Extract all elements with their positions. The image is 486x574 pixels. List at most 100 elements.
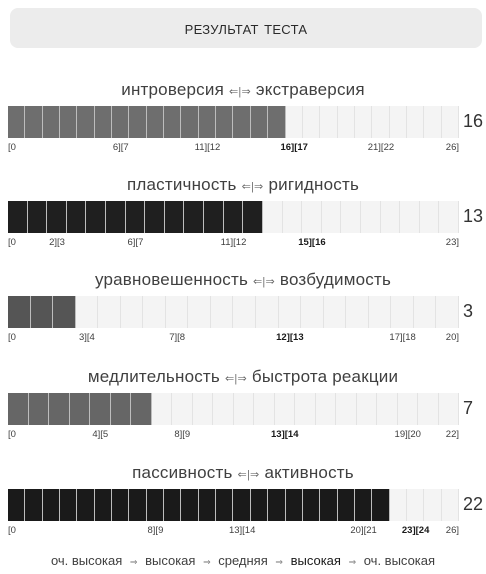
bar-segment-empty <box>120 296 144 328</box>
tick-label: 19][20 <box>394 429 421 440</box>
bar-segment-filled <box>302 489 321 521</box>
bar-segment-filled <box>198 489 217 521</box>
tick-label: 6][7 <box>127 237 144 248</box>
tick-label: 8][9 <box>174 429 191 440</box>
bar-segment-filled <box>77 489 95 521</box>
tick-label: 6][7 <box>112 142 129 153</box>
bar-segment-filled <box>181 106 199 138</box>
bar-segment-empty <box>439 201 460 233</box>
scale-right-label: возбудимость <box>279 270 392 289</box>
bar-segment-empty <box>418 393 439 425</box>
bar-segment-filled <box>60 489 78 521</box>
bar-segment-filled <box>268 106 286 138</box>
bar-segment-empty <box>406 489 425 521</box>
legend-arrow-4: ⇒ <box>348 557 357 567</box>
tick-label: 26] <box>445 525 459 536</box>
bar-segment-empty <box>341 201 361 233</box>
scale-right-label: быстрота реакции <box>251 367 399 386</box>
bar-segment-filled <box>216 106 234 138</box>
bar-segment-filled <box>66 201 87 233</box>
bar-segment-filled <box>129 106 147 138</box>
scale-divider-arrows-icon: ⇐|⇒ <box>228 86 251 98</box>
bar-segment-filled <box>250 489 269 521</box>
bar-segment-empty <box>192 393 213 425</box>
bar-segment-empty <box>380 201 401 233</box>
bar-segment-empty <box>389 489 407 521</box>
tick-label: 22] <box>445 429 459 440</box>
bar-segment-empty <box>262 201 283 233</box>
legend-level-1: оч. высокая <box>50 553 123 568</box>
bar-segment-empty <box>413 296 437 328</box>
scale-bar-2 <box>8 201 460 233</box>
tick-label: 26] <box>445 142 459 153</box>
scale-score: 16 <box>463 111 484 131</box>
tick-label: 16][17 <box>280 142 308 153</box>
bar-segment-empty <box>143 296 166 328</box>
bar-segment-filled <box>198 106 217 138</box>
tick-label: 11][12 <box>220 237 247 248</box>
bar-segment-empty <box>233 393 254 425</box>
bar-segment-empty <box>391 296 414 328</box>
bar-segment-empty <box>436 296 459 328</box>
scale-title-1: интроверсия ⇐|⇒ экстраверсия <box>0 80 486 100</box>
bar-segment-empty <box>320 106 338 138</box>
bar-segment-filled <box>337 489 355 521</box>
bar-segment-empty <box>346 296 369 328</box>
bar-segment-empty <box>98 296 121 328</box>
tick-label: [0 <box>8 237 16 248</box>
tick-label: 13][14 <box>271 429 299 440</box>
scale-score: 22 <box>463 494 484 514</box>
bar-segment-empty <box>441 106 459 138</box>
bar-segment-filled <box>216 489 234 521</box>
bar-segment-filled <box>164 489 182 521</box>
tick-label: 23] <box>445 237 459 248</box>
bar-segment-empty <box>419 201 440 233</box>
bar-segment-empty <box>377 393 398 425</box>
scale-left-label: пластичность <box>126 175 237 194</box>
scale-divider-arrows-icon: ⇐|⇒ <box>237 469 260 481</box>
bar-segment-filled <box>30 296 54 328</box>
bar-segment-filled <box>47 201 67 233</box>
scale-left-label: уравновешенность <box>94 270 249 289</box>
bar-segment-filled <box>233 489 251 521</box>
bar-segment-empty <box>278 296 302 328</box>
level-legend: оч. высокая ⇒ высокая ⇒ средняя ⇒ высока… <box>0 553 486 568</box>
scale-ticks-2: [0 2][3 6][7 11][12 15][16 23] <box>8 237 459 249</box>
bar-segment-filled <box>8 201 28 233</box>
bar-segment-filled <box>125 201 146 233</box>
bar-segment-empty <box>285 106 303 138</box>
bar-segment-empty <box>323 296 347 328</box>
bar-segment-empty <box>75 296 99 328</box>
bar-segment-empty <box>400 201 420 233</box>
tick-label: 17][18 <box>389 332 416 343</box>
bar-segment-filled <box>69 393 90 425</box>
bar-segment-empty <box>321 201 342 233</box>
bar-segment-filled <box>42 106 61 138</box>
bar-segment-filled <box>354 489 373 521</box>
bar-segment-empty <box>302 201 322 233</box>
bar-segment-empty <box>165 296 189 328</box>
tick-label: 20][21 <box>350 525 377 536</box>
bar-segment-filled <box>184 201 205 233</box>
bar-segment-filled <box>243 201 263 233</box>
bar-segment-empty <box>368 296 392 328</box>
tick-label: 15][16 <box>298 237 326 248</box>
bar-segment-empty <box>315 393 336 425</box>
bar-segment-filled <box>77 106 95 138</box>
bar-segment-filled <box>181 489 199 521</box>
bar-segment-filled <box>53 296 76 328</box>
bar-segment-filled <box>223 201 244 233</box>
tick-label: 2][3 <box>49 237 65 248</box>
bar-segment-filled <box>146 489 165 521</box>
bar-segment-empty <box>256 296 279 328</box>
bar-segment-filled <box>90 393 111 425</box>
bar-segment-filled <box>145 201 165 233</box>
bar-segment-filled <box>112 489 130 521</box>
bar-segment-empty <box>213 393 234 425</box>
bar-segment-empty <box>389 106 407 138</box>
tick-label: [0 <box>8 142 16 153</box>
scale-score: 7 <box>463 398 474 418</box>
legend-level-5: оч. высокая <box>363 553 436 568</box>
bar-segment-empty <box>441 489 459 521</box>
bar-segment-filled <box>268 489 286 521</box>
